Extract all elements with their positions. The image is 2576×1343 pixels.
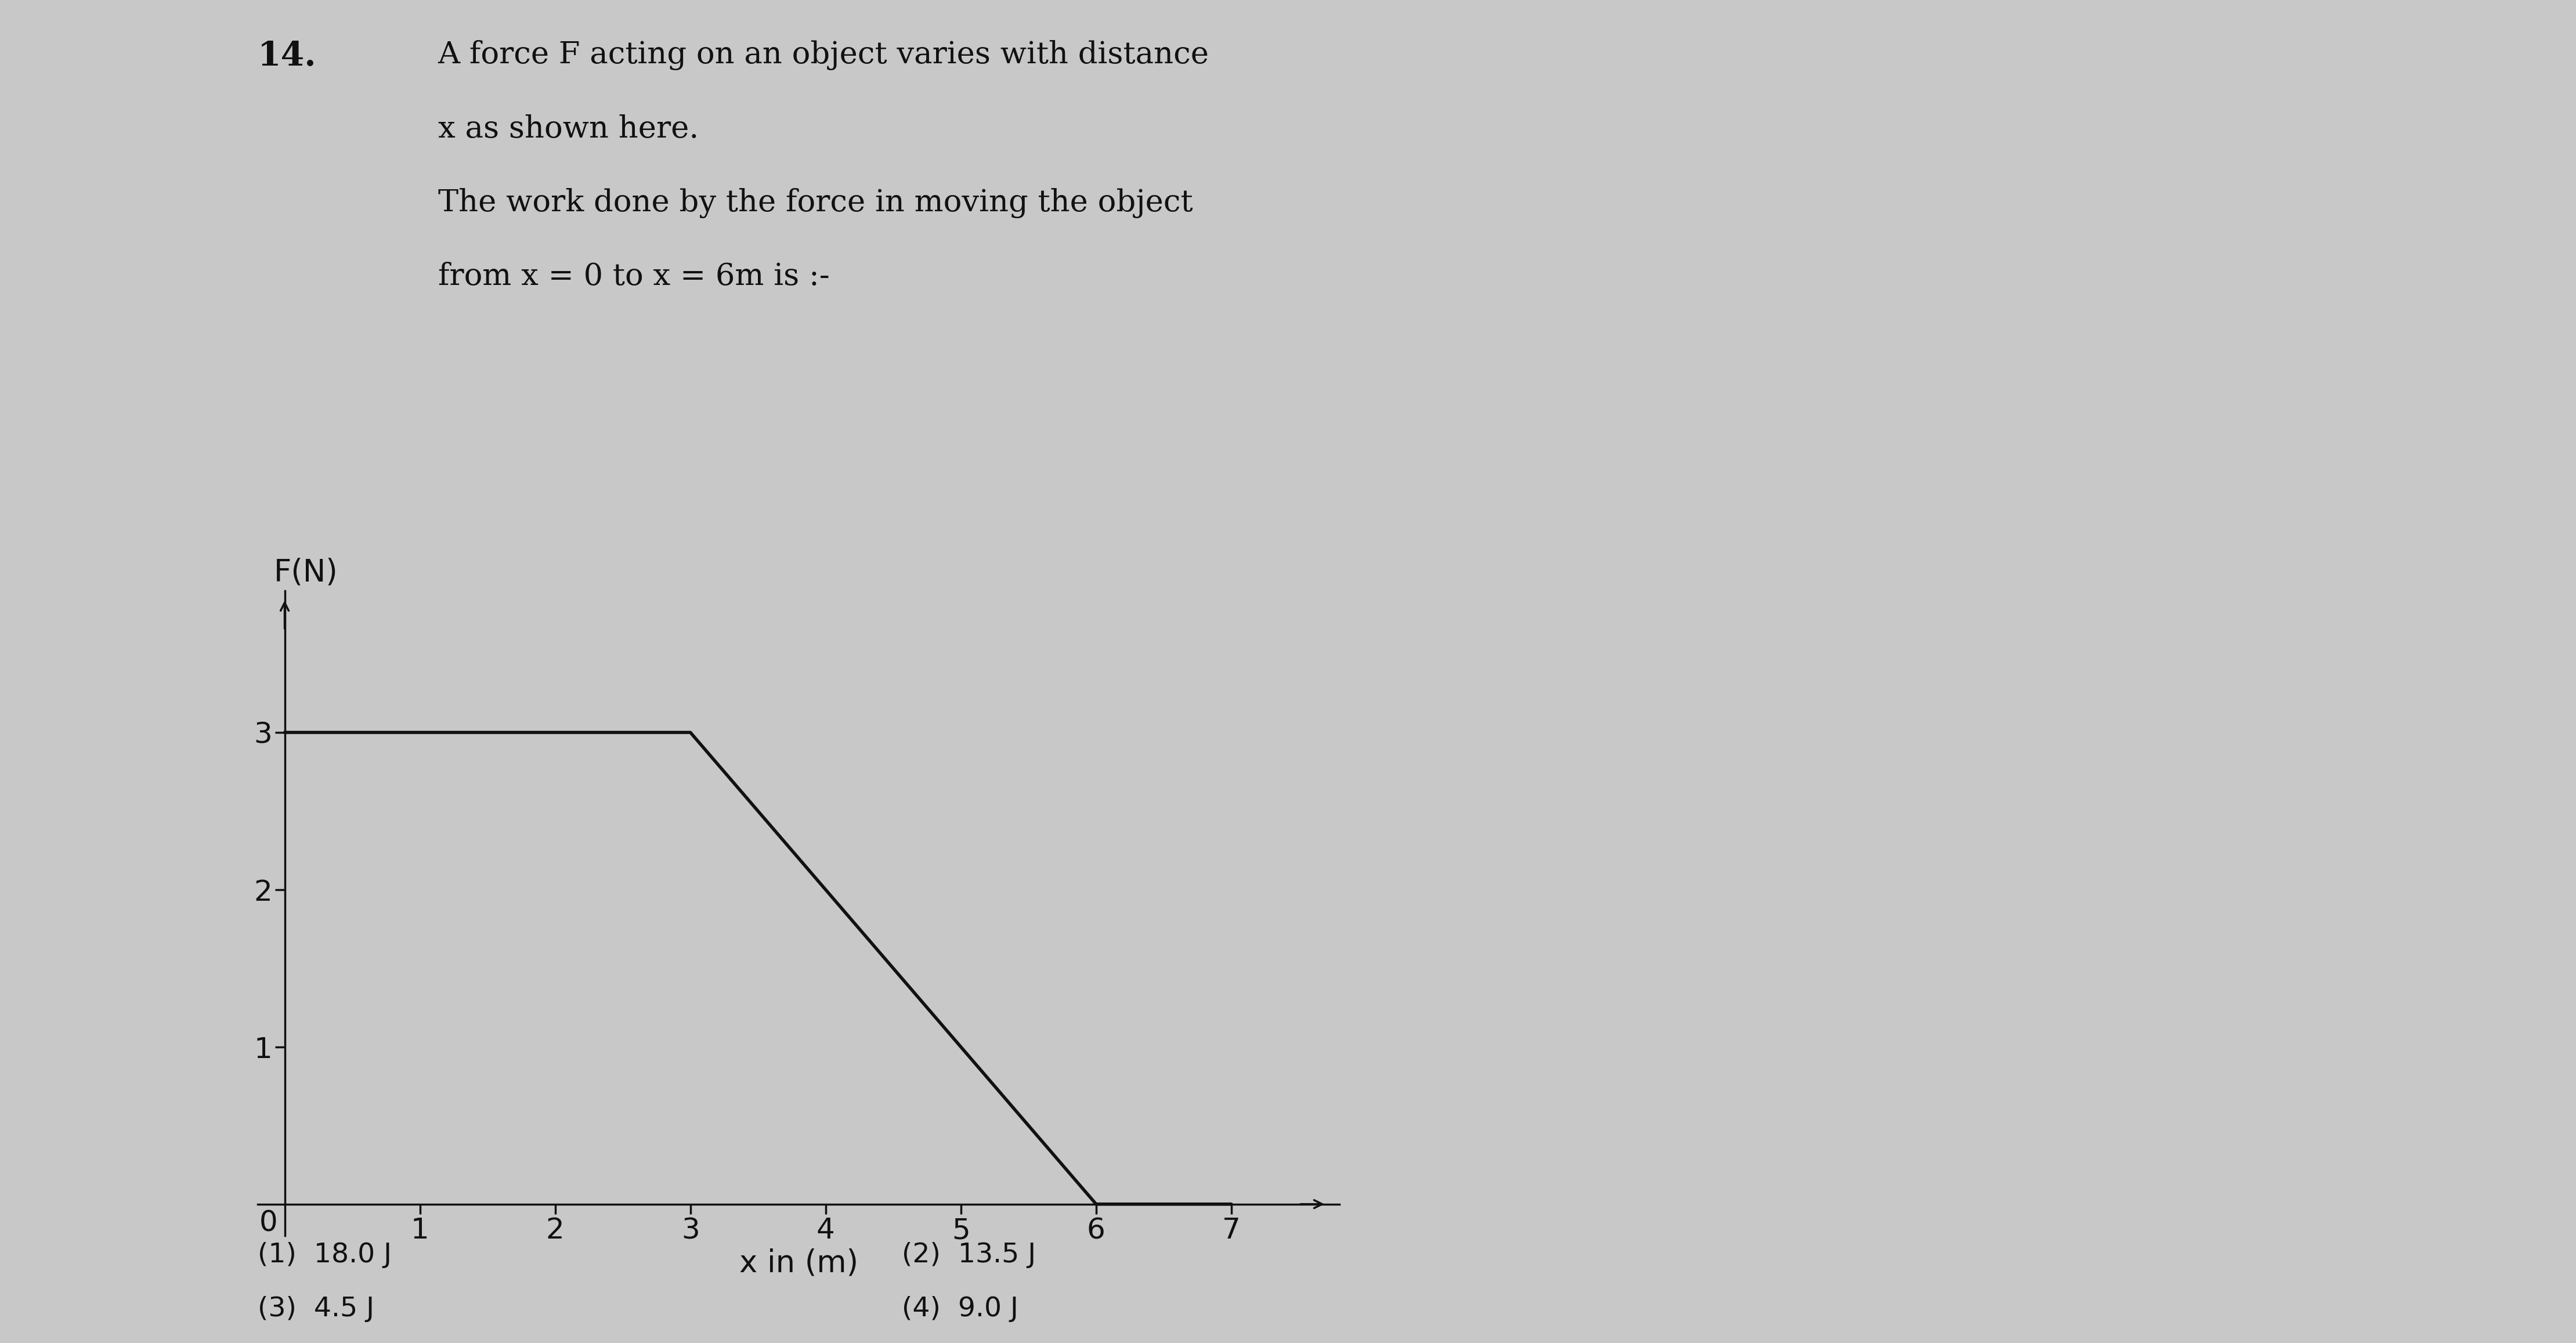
Text: x as shown here.: x as shown here. xyxy=(438,114,698,144)
Text: F(N): F(N) xyxy=(273,557,337,588)
Text: (4)  9.0 J: (4) 9.0 J xyxy=(902,1296,1018,1322)
Text: (1)  18.0 J: (1) 18.0 J xyxy=(258,1242,392,1268)
Text: x in (m): x in (m) xyxy=(739,1248,858,1279)
Text: (3)  4.5 J: (3) 4.5 J xyxy=(258,1296,374,1322)
Text: The work done by the force in moving the object: The work done by the force in moving the… xyxy=(438,188,1193,218)
Text: 14.: 14. xyxy=(258,40,317,73)
Text: A force F acting on an object varies with distance: A force F acting on an object varies wit… xyxy=(438,40,1208,70)
Text: 0: 0 xyxy=(260,1209,278,1237)
Text: from x = 0 to x = 6m is :-: from x = 0 to x = 6m is :- xyxy=(438,262,829,291)
Text: (2)  13.5 J: (2) 13.5 J xyxy=(902,1242,1036,1268)
